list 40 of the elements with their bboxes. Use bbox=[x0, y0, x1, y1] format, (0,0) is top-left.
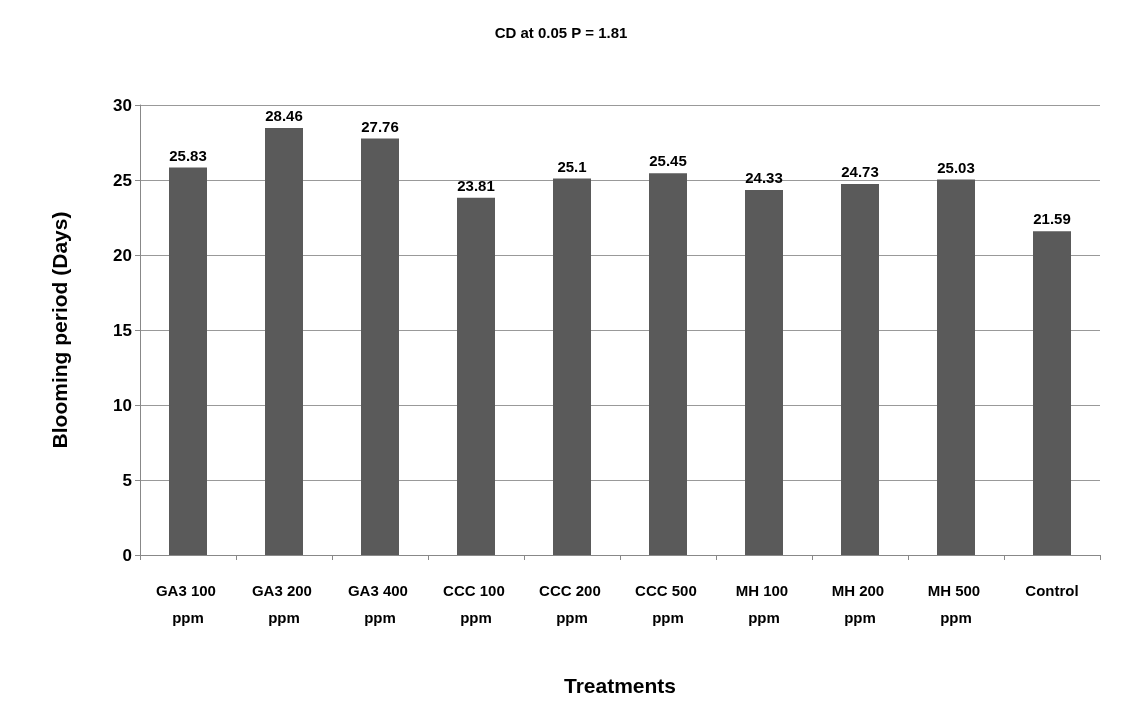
data-label: 25.03 bbox=[937, 158, 975, 176]
x-tick-label: GA3 100 ppm bbox=[155, 582, 221, 626]
x-tick-label: MH 500 ppm bbox=[927, 582, 985, 626]
x-tick-label: MH 200 ppm bbox=[831, 582, 889, 626]
y-axis-title: Blooming period (Days) bbox=[48, 211, 71, 449]
x-tick-label: CCC 500 ppm bbox=[635, 582, 701, 626]
bar bbox=[937, 179, 975, 555]
bar bbox=[553, 178, 591, 555]
x-tick-label: MH 100 ppm bbox=[735, 582, 793, 626]
data-label: 27.76 bbox=[361, 117, 399, 135]
chart-title: CD at 0.05 P = 1.81 bbox=[494, 24, 628, 41]
data-label: 25.1 bbox=[557, 157, 587, 175]
bar bbox=[1033, 231, 1071, 555]
y-tick-label: 15 bbox=[113, 320, 132, 340]
y-tick-label: 5 bbox=[122, 470, 132, 490]
x-tick-label: CCC 200 ppm bbox=[539, 582, 605, 626]
y-tick-label: 10 bbox=[113, 395, 132, 415]
bar bbox=[361, 138, 399, 555]
data-label: 23.81 bbox=[457, 176, 495, 194]
data-label: 25.45 bbox=[649, 152, 687, 170]
bar bbox=[745, 190, 783, 555]
x-tick-label: CCC 100 ppm bbox=[443, 582, 509, 626]
bar bbox=[841, 184, 879, 555]
data-label: 28.46 bbox=[265, 107, 303, 125]
data-label: 25.83 bbox=[169, 146, 207, 164]
y-tick-label: 0 bbox=[122, 545, 132, 565]
data-label: 24.33 bbox=[745, 169, 783, 187]
x-tick-label: GA3 200 ppm bbox=[251, 582, 317, 626]
bar bbox=[169, 167, 207, 555]
data-label: 21.59 bbox=[1033, 210, 1071, 228]
y-tick-label: 20 bbox=[113, 245, 132, 265]
x-axis-title: Treatments bbox=[563, 674, 677, 697]
bar bbox=[457, 197, 495, 555]
x-tick-label: GA3 400 ppm bbox=[347, 582, 413, 626]
bar bbox=[649, 173, 687, 555]
bar bbox=[265, 128, 303, 555]
data-label: 24.73 bbox=[841, 163, 879, 181]
y-tick-label: 25 bbox=[113, 170, 132, 190]
x-tick-label: Control bbox=[1025, 582, 1079, 599]
y-tick-label: 30 bbox=[113, 95, 132, 115]
